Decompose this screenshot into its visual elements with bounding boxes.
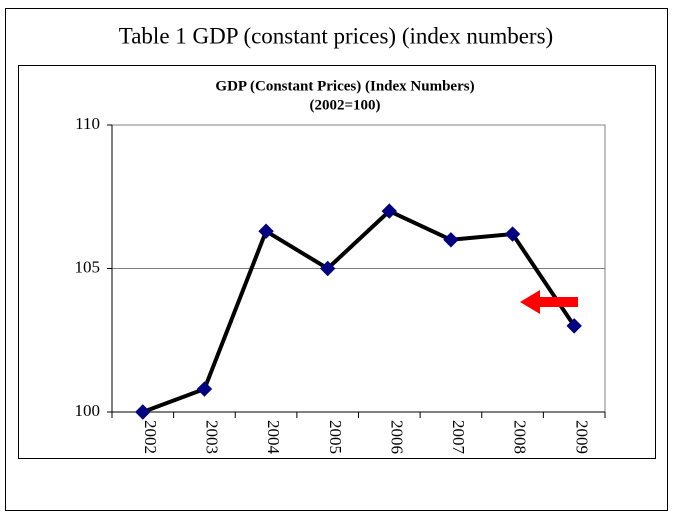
data-point (381, 203, 398, 219)
x-tick-label: 2007 (449, 420, 468, 455)
outer-frame (5, 8, 668, 511)
plot: 100 105 110 2002 2003 2004 2005 2006 2007 2008 200… (75, 114, 606, 455)
x-tick-label: 2002 (141, 420, 160, 454)
data-point (196, 381, 213, 397)
data-point (258, 223, 274, 239)
caption: Table 1 GDP (constant prices) (index num… (119, 23, 553, 48)
x-tick-label: 2006 (387, 420, 406, 454)
chart-title: GDP (Constant Prices) (Index Numbers) (215, 78, 474, 94)
chart-subtitle: (2002=100) (309, 97, 380, 113)
y-tick-label: 110 (75, 114, 100, 133)
x-tick-label: 2008 (511, 420, 530, 454)
x-tick-label: 2003 (203, 420, 222, 454)
x-tick-label: 2009 (572, 420, 591, 454)
data-point (135, 404, 151, 420)
x-tick-label: 2004 (264, 420, 283, 455)
x-tick-label: 2005 (326, 420, 345, 454)
data-point (443, 232, 459, 248)
arrow-annotation (520, 290, 578, 314)
data-point (504, 226, 521, 242)
y-tick-label: 105 (75, 257, 101, 276)
chart-frame (18, 65, 656, 459)
data-point (566, 318, 582, 334)
y-tick-label: 100 (75, 401, 101, 420)
data-line (142, 209, 576, 414)
data-point (319, 260, 336, 277)
